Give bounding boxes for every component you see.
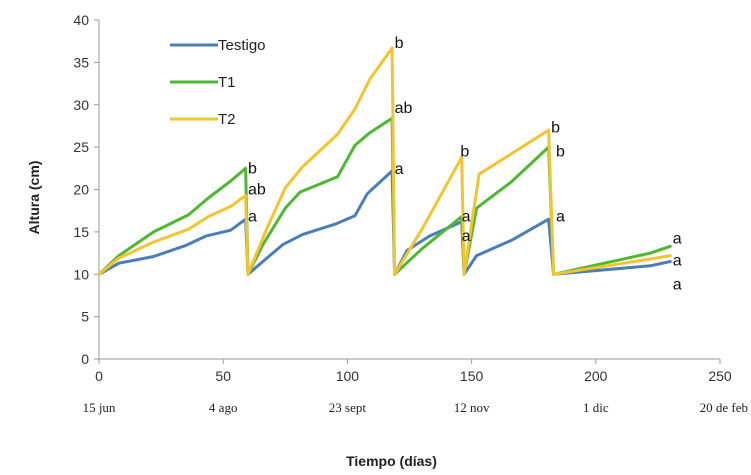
series-line-testigo xyxy=(97,169,672,276)
x-tick-label: 50 xyxy=(215,368,231,384)
x-tick-label: 200 xyxy=(584,368,608,384)
x-tick-label: 150 xyxy=(460,368,484,384)
y-tick-label: 20 xyxy=(73,182,89,198)
legend-label-t1: T1 xyxy=(218,74,236,91)
significance-label: b xyxy=(556,143,565,160)
date-label: 1 dic xyxy=(583,400,609,415)
significance-label: a xyxy=(462,209,471,226)
significance-label: a xyxy=(556,209,565,226)
legend-label-t2: T2 xyxy=(218,111,236,128)
significance-label: a xyxy=(673,231,682,248)
y-tick-label: 10 xyxy=(73,266,89,282)
date-label: 4 ago xyxy=(209,400,238,415)
x-tick-label: 0 xyxy=(95,368,103,384)
significance-label: b xyxy=(248,160,257,177)
date-label: 15 jun xyxy=(83,400,116,415)
significance-label: a xyxy=(248,209,257,226)
y-tick-label: 0 xyxy=(81,351,89,367)
legend-label-testigo: Testigo xyxy=(218,37,266,54)
significance-label: b xyxy=(395,35,404,52)
significance-label: a xyxy=(462,228,471,245)
significance-label: a xyxy=(673,253,682,270)
date-label: 12 nov xyxy=(454,400,490,415)
y-axis-title: Altura (cm) xyxy=(26,161,42,235)
significance-label: ab xyxy=(248,182,266,199)
significance-label: a xyxy=(395,161,404,178)
y-tick-label: 30 xyxy=(73,97,89,113)
date-label: 20 de feb xyxy=(700,400,748,415)
x-axis-title: Tiempo (días) xyxy=(346,453,437,469)
y-tick-label: 40 xyxy=(73,12,89,28)
significance-label: b xyxy=(460,143,469,160)
series-line-t1 xyxy=(97,116,672,276)
date-label: 23 sept xyxy=(329,400,367,415)
series-line-t2 xyxy=(97,46,672,276)
significance-label: a xyxy=(673,276,682,293)
significance-label: b xyxy=(551,120,560,137)
y-tick-label: 25 xyxy=(73,139,89,155)
x-tick-label: 250 xyxy=(708,368,732,384)
y-tick-label: 15 xyxy=(73,224,89,240)
y-tick-label: 5 xyxy=(81,309,89,325)
significance-label: ab xyxy=(395,100,413,117)
x-tick-label: 100 xyxy=(336,368,360,384)
y-tick-label: 35 xyxy=(73,54,89,70)
